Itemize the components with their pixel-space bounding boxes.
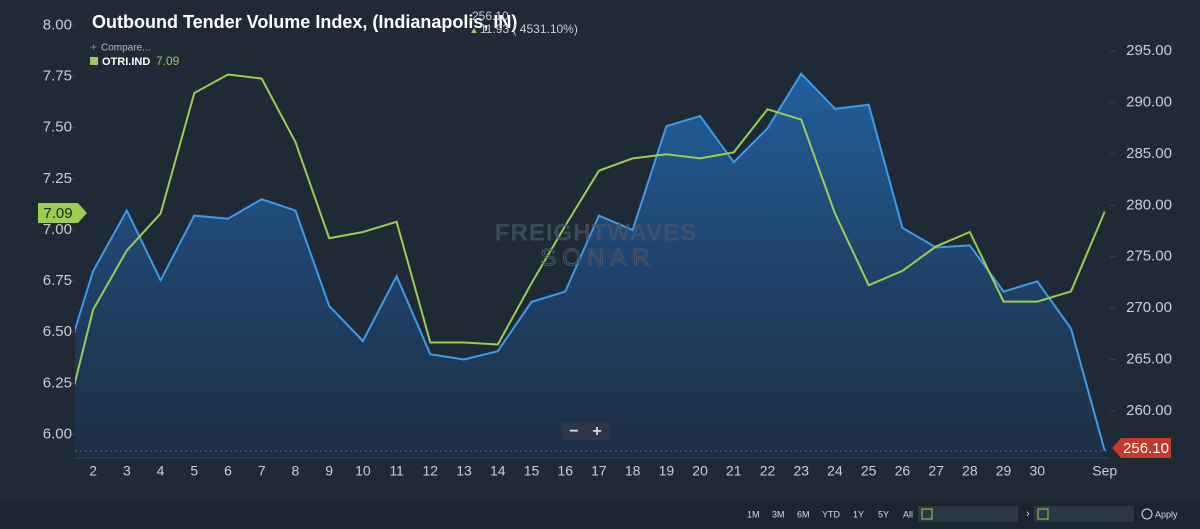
y2-tick-label: 265.00 <box>1126 350 1172 367</box>
y-tick-label: 7.00 <box>43 221 72 238</box>
zoom-buttons <box>562 422 610 440</box>
x-tick-label: 24 <box>827 463 843 479</box>
apply-button[interactable]: Apply <box>1155 509 1178 519</box>
x-tick-label: 12 <box>423 463 439 479</box>
range-button[interactable]: 6M <box>797 509 810 519</box>
y2-tick-label: 260.00 <box>1126 402 1172 419</box>
legend-value: 7.09 <box>156 54 180 68</box>
last-value-badge-text: 256.10 <box>1123 440 1169 457</box>
x-tick-label: 9 <box>325 463 333 479</box>
x-tick-label: 2 <box>89 463 97 479</box>
y2-tick-label: 295.00 <box>1126 42 1172 59</box>
toolbar <box>0 500 1200 529</box>
x-tick-label: 16 <box>557 463 573 479</box>
compare-link[interactable]: Compare... <box>101 43 150 54</box>
last-value-badge-text: 7.09 <box>43 205 72 222</box>
x-tick-label: 15 <box>524 463 540 479</box>
x-tick-label: Sep <box>1092 463 1117 479</box>
y2-tick-label: 280.00 <box>1126 196 1172 213</box>
x-tick-label: 27 <box>928 463 944 479</box>
x-tick-label: 29 <box>996 463 1012 479</box>
y2-tick-label: 285.00 <box>1126 145 1172 162</box>
y-tick-label: 6.75 <box>43 272 72 289</box>
header-change: 11.93 ( 4531.10%) <box>480 22 578 36</box>
calendar-icon[interactable] <box>921 508 933 520</box>
series-line <box>75 73 1106 387</box>
watermark: FREIGHTWAVES <box>495 219 697 246</box>
range-button[interactable]: 1M <box>747 509 760 519</box>
last-value-badge <box>1112 438 1171 458</box>
series-area <box>75 73 1105 458</box>
x-tick-label: 11 <box>389 463 404 479</box>
date-from[interactable] <box>918 506 1018 522</box>
y2-tick-label: 290.00 <box>1126 94 1172 111</box>
x-tick-label: 30 <box>1029 463 1045 479</box>
x-tick-label: 4 <box>157 463 165 479</box>
y-tick-label: 6.00 <box>43 426 72 443</box>
y-tick-label: 7.50 <box>43 119 72 136</box>
y-tick-label: 6.50 <box>43 323 72 340</box>
legend-swatch <box>90 57 98 65</box>
x-tick-label: 20 <box>692 463 708 479</box>
range-button[interactable]: 5Y <box>878 509 889 519</box>
compare-plus[interactable]: + <box>90 40 97 54</box>
series-line <box>75 72 1106 452</box>
x-tick-label: 7 <box>258 463 266 479</box>
watermark: SONAR <box>540 244 655 271</box>
date-to[interactable] <box>1034 506 1134 522</box>
x-tick-label: 10 <box>355 463 371 479</box>
header-value: 256.10 <box>472 9 509 23</box>
y-tick-label: 7.25 <box>43 170 72 187</box>
y2-tick-label: 275.00 <box>1126 248 1172 265</box>
x-tick-label: 3 <box>123 463 131 479</box>
x-tick-label: 18 <box>625 463 641 479</box>
calendar-icon[interactable] <box>1037 508 1049 520</box>
zoom-in[interactable]: + <box>592 423 601 440</box>
x-tick-label: 26 <box>895 463 911 479</box>
x-tick-label: 6 <box>224 463 232 479</box>
legend-label[interactable]: OTRI.IND <box>102 56 150 68</box>
y-tick-label: 8.00 <box>43 16 72 33</box>
range-button[interactable]: YTD <box>822 509 841 519</box>
x-tick-label: 8 <box>292 463 300 479</box>
x-tick-label: 13 <box>456 463 472 479</box>
x-tick-label: 5 <box>190 463 198 479</box>
range-button[interactable]: 3M <box>772 509 785 519</box>
apply-icon[interactable] <box>1141 508 1153 520</box>
x-tick-label: 17 <box>591 463 607 479</box>
range-button[interactable]: 1Y <box>853 509 864 519</box>
x-tick-label: 23 <box>793 463 809 479</box>
x-tick-label: 25 <box>861 463 877 479</box>
y-tick-label: 6.25 <box>43 374 72 391</box>
last-value-badge <box>38 203 87 223</box>
x-tick-label: 21 <box>726 463 742 479</box>
y-tick-label: 7.75 <box>43 68 72 85</box>
range-button[interactable]: All <box>903 509 913 519</box>
zoom-out[interactable]: − <box>569 423 578 440</box>
x-tick-label: 22 <box>760 463 776 479</box>
x-tick-label: 28 <box>962 463 978 479</box>
x-tick-label: 14 <box>490 463 506 479</box>
x-tick-label: 19 <box>659 463 675 479</box>
arrow: › <box>1026 508 1030 520</box>
chart-title: Outbound Tender Volume Index, (Indianapo… <box>92 12 517 32</box>
y2-tick-label: 270.00 <box>1126 299 1172 316</box>
up-arrow <box>471 28 477 33</box>
